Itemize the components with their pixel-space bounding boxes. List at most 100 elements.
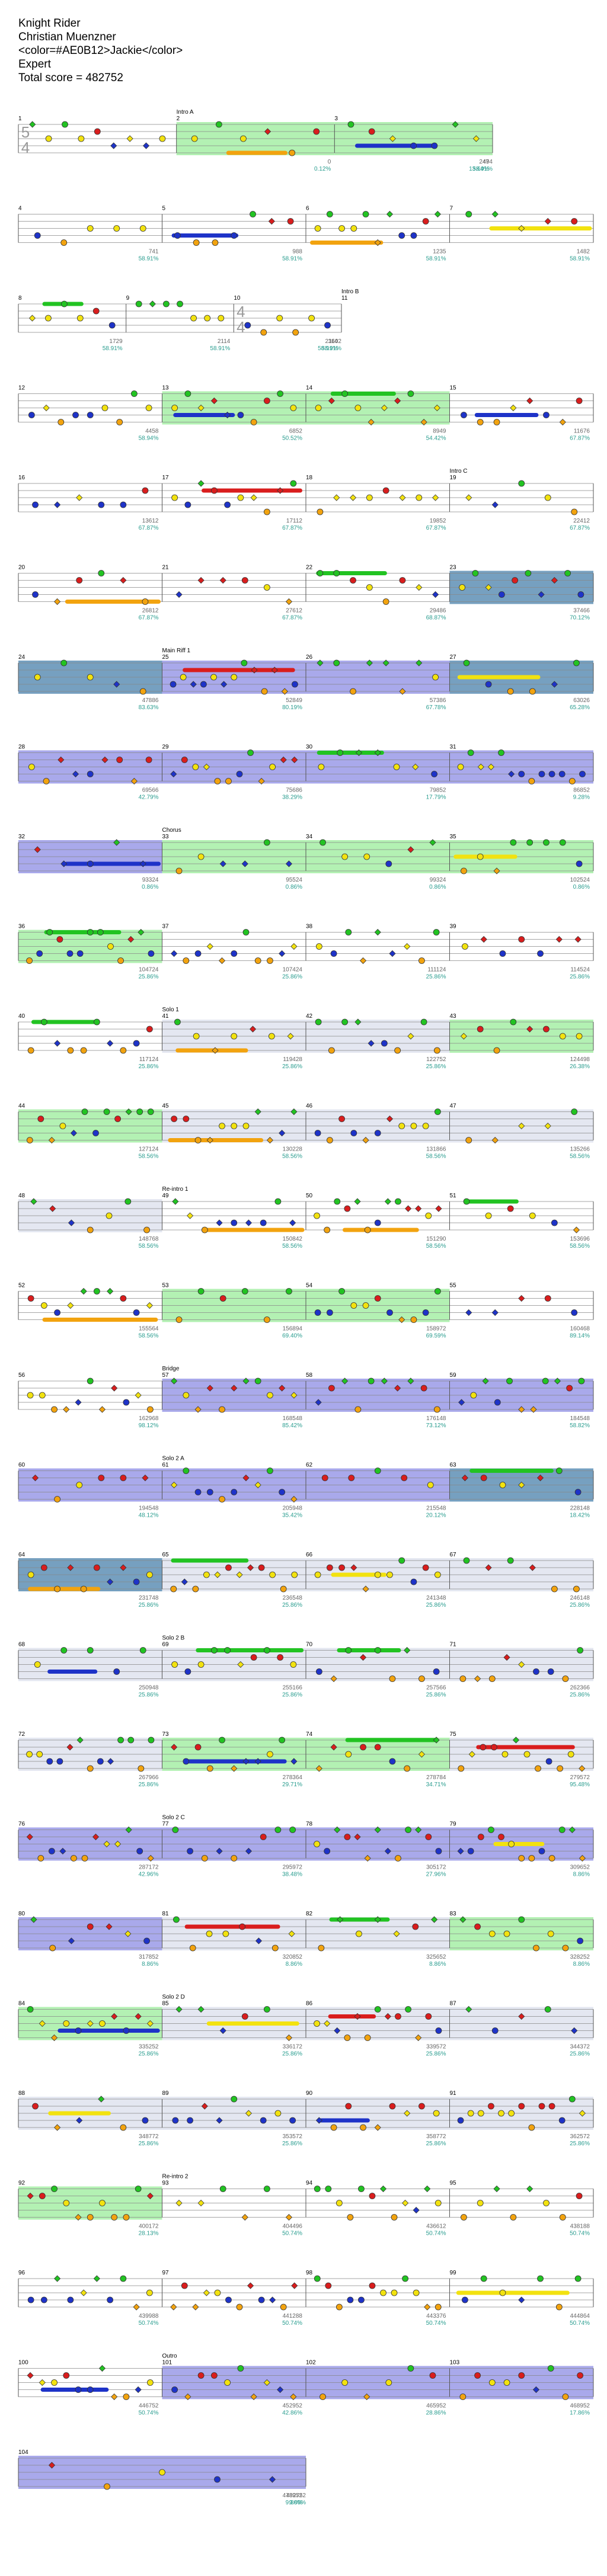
hopo-note (201, 2103, 208, 2110)
measure-percent: 25.86% (282, 2051, 302, 2058)
measure-percent: 18.42% (570, 1513, 590, 1519)
hopo-note (203, 763, 210, 771)
note (267, 1468, 273, 1474)
hopo-note (280, 756, 287, 764)
note (510, 1018, 517, 1026)
note (250, 419, 257, 425)
measure-score: 231748 (139, 1595, 159, 1601)
measure-score: 362572 (570, 2133, 590, 2140)
measure-percent: 95.48% (570, 1782, 590, 1788)
measure-score: 205948 (283, 1505, 303, 1512)
hopo-note (249, 1026, 257, 1033)
hopo-note (374, 2124, 381, 2131)
note (507, 1205, 514, 1212)
note (345, 1751, 352, 1758)
note (315, 943, 322, 950)
note (184, 390, 191, 397)
hopo-note (465, 1309, 472, 1316)
note (579, 771, 586, 777)
hopo-note (172, 1198, 179, 1205)
measure-number: 40 (18, 1013, 25, 1020)
measure-score: 348772 (139, 2133, 159, 2140)
note (467, 749, 474, 756)
note (214, 2476, 221, 2483)
measure-percent: 58.91% (426, 256, 446, 262)
hopo-note (194, 1406, 202, 1413)
hopo-note (350, 1564, 357, 1571)
measure-percent: 25.86% (570, 2051, 590, 2058)
measure-score: 438188 (570, 2223, 590, 2230)
measure-percent: 58.91% (318, 345, 338, 352)
hopo-note (75, 2213, 82, 2221)
note (201, 1855, 208, 1861)
note (263, 508, 270, 515)
note (498, 749, 504, 756)
note (459, 2394, 467, 2400)
measure-percent: 48.12% (139, 1513, 159, 1519)
hopo-note (101, 756, 108, 764)
hopo-note (76, 494, 83, 501)
hopo-note (247, 1564, 254, 1571)
measure-number: 83 (450, 1911, 457, 1917)
hopo-note (315, 2117, 322, 2124)
note (124, 1198, 132, 1205)
hopo-note (214, 1571, 221, 1578)
note (222, 1930, 229, 1937)
hopo-note (579, 1765, 586, 1772)
measure-percent: 54.42% (426, 435, 446, 442)
hopo-note (206, 1136, 213, 1144)
note (292, 329, 299, 336)
note (87, 1226, 94, 1233)
note (573, 1585, 580, 1593)
hopo-note (39, 2020, 46, 2027)
note (389, 1675, 396, 1682)
note (507, 688, 514, 695)
note (488, 2379, 496, 2386)
note (507, 1557, 514, 1564)
measure-percent: 38.48% (282, 1872, 302, 1878)
measure-percent: 17.79% (426, 794, 446, 801)
note (116, 419, 123, 425)
note (237, 412, 244, 418)
note (206, 1489, 213, 1495)
measure-percent: 8.86% (286, 1961, 302, 1968)
note (315, 405, 322, 411)
note (425, 1212, 432, 1219)
hopo-note (133, 2303, 140, 2311)
measure-number: 6 (306, 206, 309, 212)
measure-score: 22412 (573, 518, 590, 524)
measure-percent: 69.59% (426, 1333, 446, 1340)
measure-number: 72 (18, 1731, 25, 1738)
note (434, 1288, 441, 1295)
note (573, 659, 580, 667)
note (366, 494, 373, 501)
hopo-note (415, 1826, 422, 1834)
measure-score: 111124 (427, 967, 446, 973)
note (314, 2186, 321, 2192)
hopo-note (142, 142, 150, 149)
note (139, 225, 146, 232)
note (434, 1571, 441, 1578)
note (290, 480, 297, 487)
measure-number: 101 (162, 2360, 172, 2366)
note (493, 1047, 500, 1054)
measure-score: 95524 (286, 877, 302, 883)
hopo-note (384, 2013, 391, 2020)
note (499, 2289, 506, 2296)
hopo-note (247, 2282, 254, 2289)
measure-number: 54 (306, 1283, 313, 1289)
measure-number: 86 (306, 2001, 313, 2007)
measure-score: 236548 (283, 1595, 303, 1601)
section-label: Solo 2 A (162, 1456, 185, 1462)
measure-percent: 25.86% (282, 1692, 302, 1699)
note (477, 2110, 484, 2117)
note (146, 2379, 154, 2386)
hopo-note (107, 1758, 114, 1765)
measure-score: 257566 (426, 1685, 446, 1691)
hopo-note (287, 1033, 294, 1040)
measure-number: 7 (450, 206, 453, 212)
measure-percent: 28.13% (139, 2231, 159, 2237)
note (394, 1047, 401, 1054)
note (271, 1944, 279, 1952)
